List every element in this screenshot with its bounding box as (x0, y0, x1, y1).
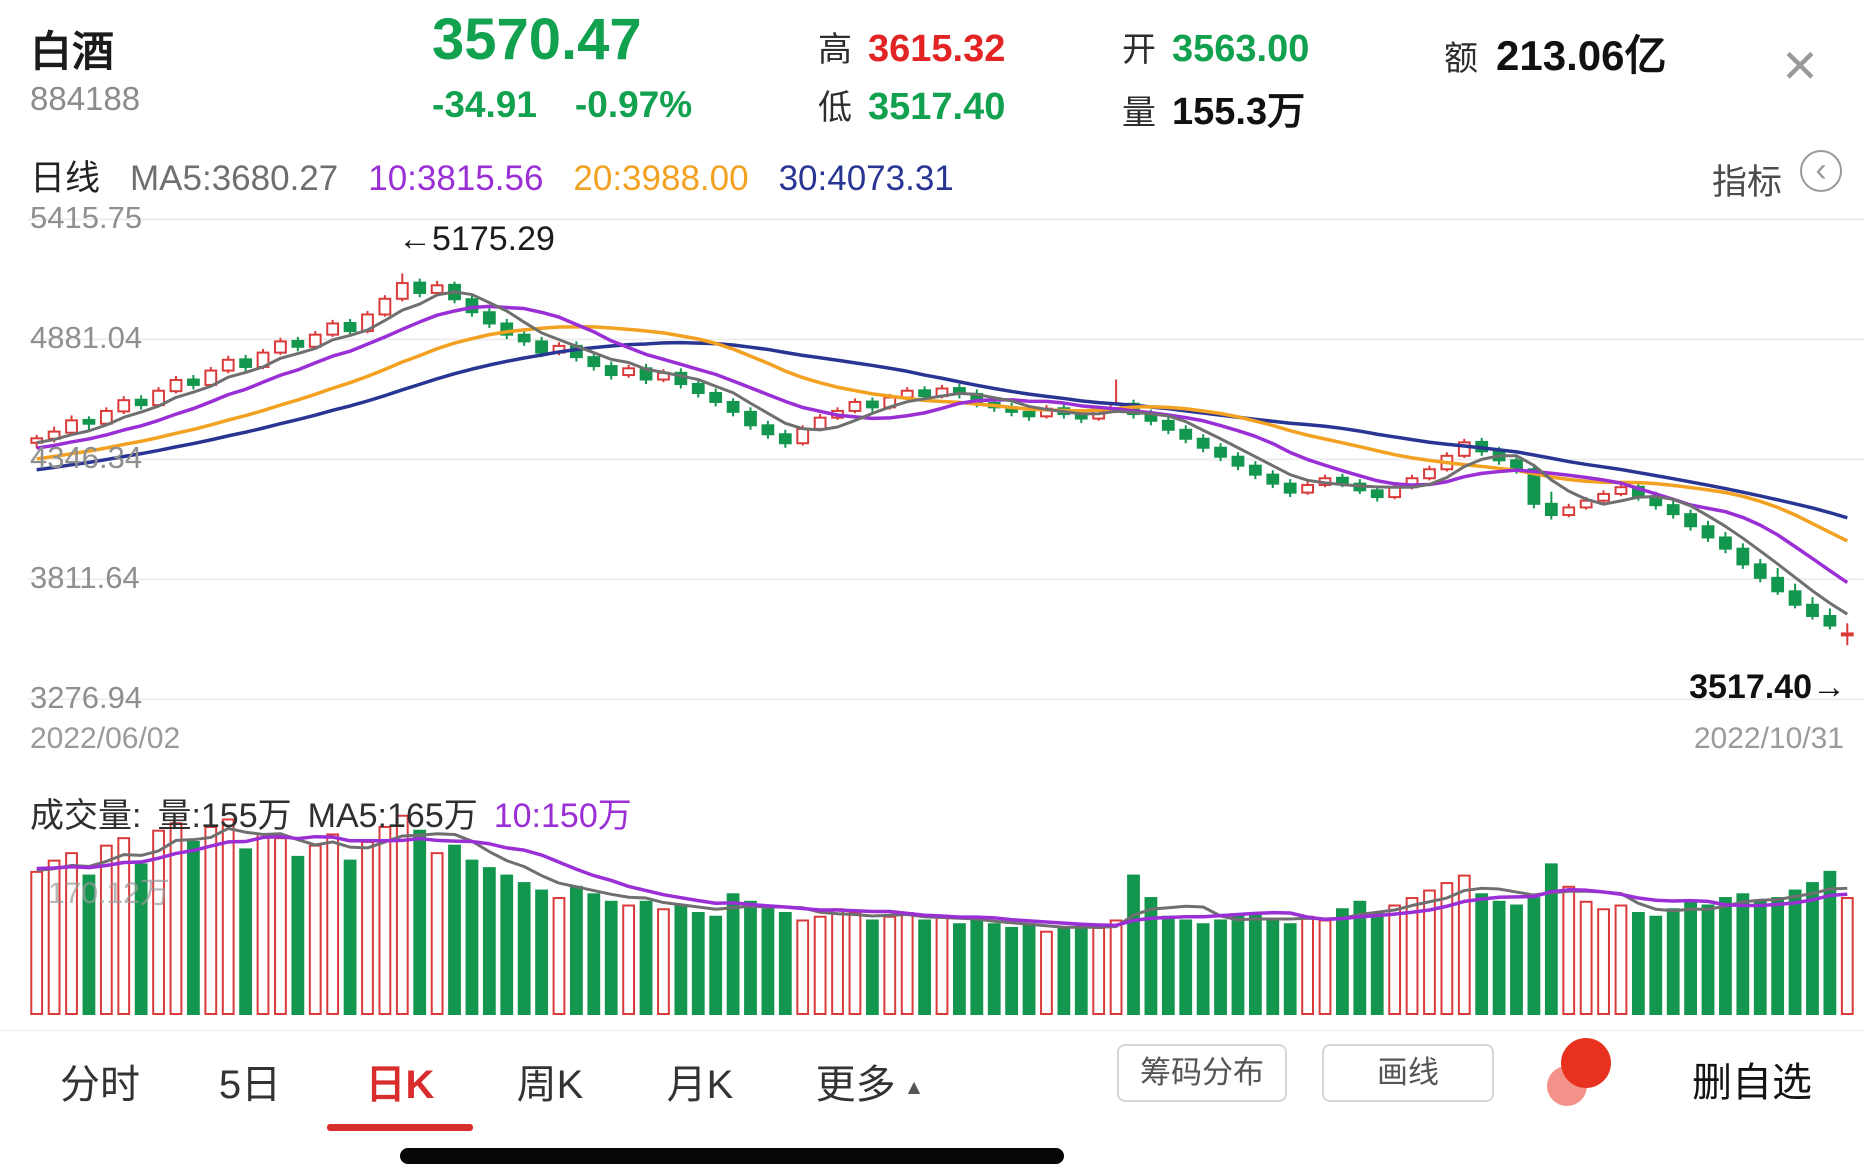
volume-ma10-legend: 10:150万 (493, 797, 632, 835)
record-red-dot-icon[interactable] (1545, 1038, 1617, 1110)
y-axis-label: 5415.75 (30, 200, 143, 235)
ma-legend-bar: 日线 MA5:3680.27 10:3815.56 20:3988.00 30:… (30, 150, 954, 201)
red-dot (1561, 1038, 1611, 1088)
active-tab-underline (327, 1124, 473, 1131)
date-axis-end: 2022/10/31 (1693, 722, 1844, 755)
tab-weekly-k[interactable]: 周K (516, 1063, 584, 1107)
open-value: 3563.00 (1172, 28, 1310, 70)
ma30-legend: 30:4073.31 (778, 159, 954, 198)
low-label: 低 (818, 89, 852, 127)
tab-more[interactable]: 更多 ▲ (775, 1052, 965, 1110)
ma10-legend: 10:3815.56 (368, 159, 544, 198)
tab-daily-k[interactable]: 日K (365, 1063, 435, 1107)
volume-axis-max-label: 170.12万 (48, 877, 170, 910)
stock-code: 884188 (30, 80, 141, 117)
last-low-annotation: 3517.40→ (1689, 668, 1846, 706)
low-value: 3517.40 (868, 86, 1006, 128)
period-label: 日线 (30, 159, 101, 198)
high-row: 高 3615.32 (818, 22, 1005, 71)
stock-name: 白酒 (30, 28, 115, 75)
amount-label: 额 (1444, 40, 1478, 78)
indicator-label[interactable]: 指标 (1712, 163, 1783, 202)
price-change: -34.91 (432, 84, 537, 125)
ma20-legend: 20:3988.00 (573, 159, 749, 198)
open-label: 开 (1122, 31, 1156, 69)
amount-row: 额 213.06亿 (1444, 22, 1666, 83)
current-price: 3570.47 (432, 7, 642, 72)
peak-price-annotation: ←5175.29 (398, 220, 555, 258)
tab-5day[interactable]: 5日 (218, 1063, 282, 1107)
volume-value: 155.3万 (1172, 91, 1306, 133)
tab-monthly-k[interactable]: 月K (666, 1063, 734, 1107)
volume-ma5-legend: MA5:165万 (307, 797, 478, 835)
home-indicator[interactable] (400, 1148, 1064, 1164)
high-value: 3615.32 (868, 28, 1006, 70)
price-change-pct: -0.97% (574, 84, 693, 125)
date-axis-start: 2022/06/02 (30, 722, 181, 755)
chip-distribution-button[interactable]: 筹码分布 (1117, 1044, 1287, 1102)
ma5-legend: MA5:3680.27 (130, 159, 339, 198)
amount-value: 213.06亿 (1496, 32, 1667, 79)
volume-row: 量 155.3万 (1122, 80, 1305, 135)
high-label: 高 (818, 31, 852, 69)
indicator-collapse-icon[interactable]: ‹ (1800, 150, 1842, 192)
draw-line-button[interactable]: 画线 (1322, 1044, 1494, 1102)
volume-pane-title: 成交量: (30, 797, 142, 835)
tabbar-divider (0, 1030, 1864, 1031)
delete-watchlist-button[interactable]: 删自选 (1692, 1061, 1812, 1105)
y-axis-label: 4881.04 (30, 320, 143, 355)
y-axis-label: 4346.34 (30, 440, 143, 475)
y-axis-label: 3276.94 (30, 680, 143, 715)
low-row: 低 3517.40 (818, 80, 1005, 129)
caret-up-icon: ▲ (903, 1076, 925, 1099)
open-row: 开 3563.00 (1122, 22, 1309, 71)
close-icon[interactable]: ✕ (1780, 40, 1820, 92)
y-axis-label: 3811.64 (30, 560, 140, 595)
price-change-row: -34.91 -0.97% (432, 84, 692, 126)
volume-label: 量 (1122, 94, 1156, 132)
tab-fenshi[interactable]: 分时 (60, 1063, 140, 1107)
volume-current: 量:155万 (157, 797, 292, 835)
tab-more-label: 更多 (815, 1063, 896, 1107)
volume-legend-bar: 成交量: 量:155万 MA5:165万 10:150万 (30, 788, 632, 837)
